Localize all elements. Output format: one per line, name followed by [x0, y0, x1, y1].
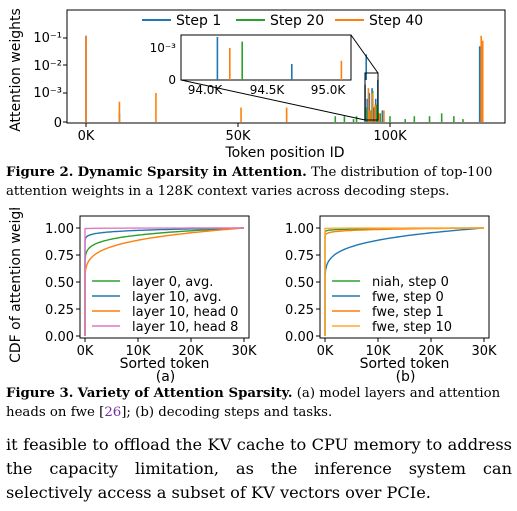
fig2-inset-frame [180, 34, 352, 81]
fig3-ytick: 0.75 [285, 249, 314, 264]
fig3-panel-label: (a) [156, 369, 176, 385]
fig3-caption-text-2: ]; (b) decoding steps and tasks. [121, 405, 333, 420]
fig3-legend-label: layer 0, avg. [132, 275, 213, 290]
fig2-caption-label: Figure 2. [6, 165, 74, 180]
fig3-panel-a: 0.00 0.25 0.50 0.75 1.00 0K 10K 20K 30K Sorted to… [45, 215, 257, 385]
fig3-ytick: 0.25 [45, 303, 74, 318]
figure-2-caption: Figure 2. Dynamic Sparsity in Attention.… [6, 163, 514, 201]
fig3-caption-citation[interactable]: 26 [104, 405, 122, 420]
fig3-xtick: 30K [231, 344, 257, 359]
fig3-legend-label: fwe, step 0 [372, 290, 444, 305]
figure-3-caption: Figure 3. Variety of Attention Sparsity.… [6, 384, 514, 422]
fig3-ytick: 0.50 [45, 276, 74, 291]
fig3-xtick: 30K [471, 344, 497, 359]
fig2-ytick-0: 0 [54, 116, 62, 131]
fig2-inset-xtick-2: 95.0K [311, 83, 347, 97]
fig3-curve-layer-10-head-8 [84, 227, 244, 336]
fig3-legend-label: layer 10, head 8 [132, 320, 238, 335]
fig2-inset-ytick-1: 10⁻³ [150, 41, 177, 55]
fig2-ylabel: Attention weights [8, 8, 24, 132]
figure-3-chart: CDF of attention weights 0.00 0.25 0.50 0.7… [8, 208, 497, 385]
fig2-ytick-2: 10⁻² [33, 59, 62, 74]
fig3-caption-text-1: (a) model layers and attention heads on … [6, 386, 501, 420]
body-paragraph: it feasible to offload the KV cache to C… [6, 435, 512, 502]
fig3-legend-label: layer 10, avg. [132, 290, 222, 305]
fig3-xlabel: Sorted token [120, 356, 210, 372]
fig3-curve-layer-0-avg- [84, 227, 245, 336]
fig3-curve-layer-10-head-0 [84, 227, 245, 336]
fig3-legend-label: fwe, step 10 [372, 320, 452, 335]
fig3-xtick: 20K [418, 344, 444, 359]
fig2-caption-title: Dynamic Sparsity in Attention. [77, 165, 307, 180]
fig3-caption-label: Figure 3. [6, 386, 74, 401]
fig3-panel-b: 0.00 0.25 0.50 0.75 1.00 0K 10K 20K 30K Sorted to… [285, 215, 497, 385]
fig2-legend-step1: Step 1 [176, 13, 221, 29]
fig3-plot-frame [79, 215, 250, 339]
fig3-curve-layer-10-avg- [84, 227, 245, 336]
fig2-xtick-1: 50K [225, 129, 251, 144]
fig3-legend-label: layer 10, head 0 [132, 305, 238, 320]
fig3-ytick: 1.00 [45, 222, 74, 237]
fig2-inset-xtick-1: 94.5K [250, 83, 286, 97]
fig3-plot-frame [319, 215, 490, 339]
fig2-xtick-0: 0K [78, 129, 95, 144]
fig3-curve-fwe-step-0 [324, 227, 485, 336]
fig3-ytick: 0.00 [285, 330, 314, 345]
fig3-ytick: 0.50 [285, 276, 314, 291]
fig2-legend: Step 1 Step 20 Step 40 [142, 13, 423, 29]
fig3-curve-fwe-step-10 [324, 227, 484, 336]
fig3-legend-label: niah, step 0 [372, 275, 449, 290]
fig2-legend-step20: Step 20 [270, 13, 324, 29]
fig2-inset-ytick-0: 0 [168, 73, 176, 87]
fig2-zoom-line-2 [180, 79, 366, 121]
fig3-xtick: 20K [178, 344, 204, 359]
fig3-ytick: 0.25 [285, 303, 314, 318]
fig3-xlabel: Sorted token [360, 356, 450, 372]
fig3-legend-label: fwe, step 1 [372, 305, 444, 320]
fig2-xtick-2: 100K [373, 129, 407, 144]
fig2-ytick-3: 10⁻³ [33, 86, 62, 101]
fig2-xlabel: Token position ID [224, 145, 344, 161]
fig3-xtick: 10K [125, 344, 151, 359]
fig2-zoom-line-1 [350, 34, 379, 74]
fig2-legend-step40: Step 40 [369, 13, 423, 29]
fig2-ytick-1: 10⁻¹ [33, 31, 62, 46]
fig3-xtick: 0K [317, 344, 334, 359]
fig3-xtick: 0K [77, 344, 94, 359]
fig3-caption-title: Variety of Attention Sparsity. [77, 386, 293, 401]
fig3-ytick: 0.75 [45, 249, 74, 264]
fig3-ytick: 0.00 [45, 330, 74, 345]
fig2-caption-text: The distribution of top-100 attention we… [6, 165, 493, 199]
figure-2-chart: Attention weights 10⁻¹ 10⁻² 10⁻³ 0 0K 50… [8, 8, 506, 161]
fig2-inset: 10⁻³ 0 94.0K 94.5K 95.0K [150, 34, 379, 121]
fig3-ylabel: CDF of attention weights [8, 208, 24, 363]
fig3-ytick: 1.00 [285, 222, 314, 237]
fig2-plot-frame [66, 9, 506, 124]
fig3-panel-label: (b) [396, 369, 416, 385]
fig2-inset-xtick-0: 94.0K [188, 83, 224, 97]
fig2-inset-bars [216, 37, 368, 80]
fig2-zoom-box [364, 72, 379, 121]
fig3-xtick: 10K [365, 344, 391, 359]
